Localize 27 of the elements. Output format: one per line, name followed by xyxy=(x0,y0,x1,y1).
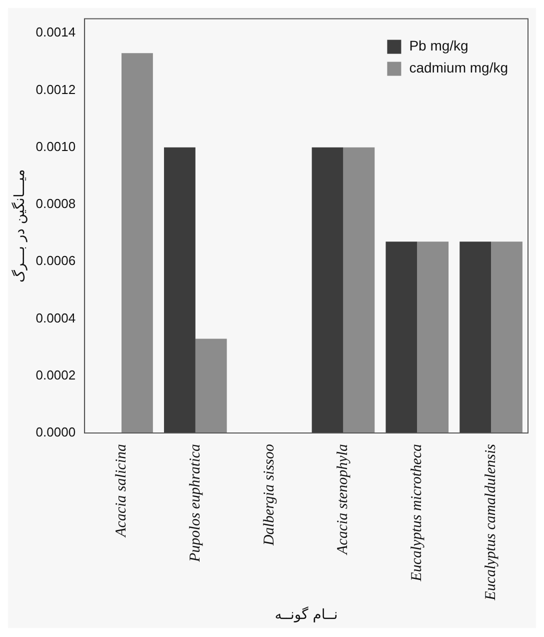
bar xyxy=(386,242,418,433)
bar xyxy=(195,338,227,433)
x-tick-label: Eucalyptus microtheca xyxy=(409,444,426,582)
y-tick-label: 0.0008 xyxy=(36,196,76,212)
legend-label: Pb mg/kg xyxy=(409,38,468,54)
x-axis-title: نــام گونــه xyxy=(274,606,338,624)
y-tick-label: 0.0012 xyxy=(36,82,76,97)
legend-label: cadmium mg/kg xyxy=(409,60,508,76)
y-tick-label: 0.0006 xyxy=(36,253,76,268)
bar xyxy=(122,53,153,433)
x-tick-label: Acacia stenophyla xyxy=(335,444,352,556)
bar xyxy=(164,147,196,433)
bar xyxy=(491,242,522,433)
bar xyxy=(312,147,344,433)
bar xyxy=(417,242,449,433)
x-tick-label: Acacia salicina xyxy=(113,444,130,538)
y-tick-label: 0.0004 xyxy=(36,310,76,326)
x-tick-label: Dalbergia sissoo xyxy=(261,443,278,547)
y-tick-label: 0.0000 xyxy=(36,424,76,440)
y-tick-label: 0.0014 xyxy=(36,24,76,40)
y-tick-label: 0.0010 xyxy=(36,138,76,154)
bar xyxy=(343,147,375,433)
x-tick-label: Pupolos euphratica xyxy=(187,444,204,563)
bar xyxy=(460,242,492,433)
y-tick-label: 0.0002 xyxy=(36,367,76,382)
y-axis-title: میـــانگین در بـــرگ xyxy=(11,169,28,282)
x-tick-label: Eucalyptus camaldulensis xyxy=(482,444,499,602)
